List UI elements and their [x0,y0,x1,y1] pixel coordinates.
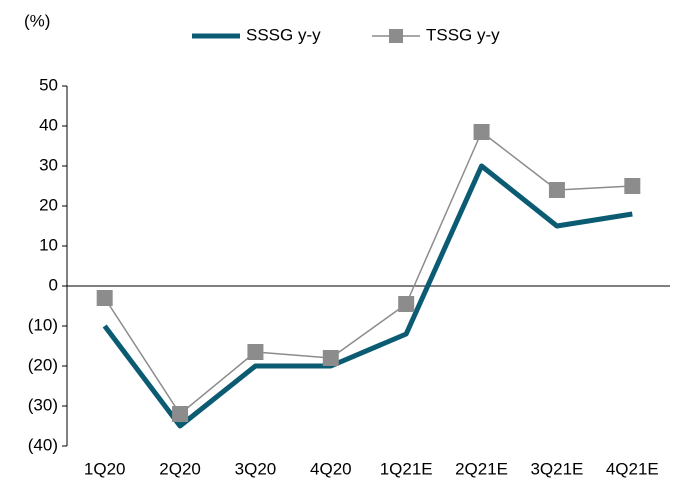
marker [624,178,641,194]
y-tick-label: 20 [39,195,58,214]
marker [247,344,264,360]
x-tick-label: 2Q20 [159,459,201,478]
y-axis-label: (%) [24,11,50,30]
x-tick-label: 1Q21E [380,459,433,478]
marker [473,124,490,140]
series-line [102,163,633,429]
x-tick-label: 3Q21E [530,459,583,478]
legend-marker [389,29,403,43]
marker [96,290,113,306]
series-line [104,131,633,415]
marker [398,296,415,312]
y-tick-label: 40 [39,115,58,134]
x-tick-label: 4Q21E [606,459,659,478]
x-tick-label: 2Q21E [455,459,508,478]
x-tick-label: 3Q20 [235,459,277,478]
marker [322,350,339,366]
legend-label: TSSG y-y [426,25,500,44]
y-tick-label: (30) [28,395,58,414]
x-tick-label: 4Q20 [310,459,352,478]
y-tick-label: (10) [28,315,58,334]
y-tick-label: (20) [28,355,58,374]
marker [548,182,565,198]
y-tick-label: 10 [39,235,58,254]
y-tick-label: 50 [39,75,58,94]
y-tick-label: 0 [49,275,58,294]
legend-label: SSSG y-y [246,25,321,44]
y-tick-label: (40) [28,435,58,454]
x-tick-label: 1Q20 [84,459,126,478]
y-tick-label: 30 [39,155,58,174]
marker [172,406,189,422]
